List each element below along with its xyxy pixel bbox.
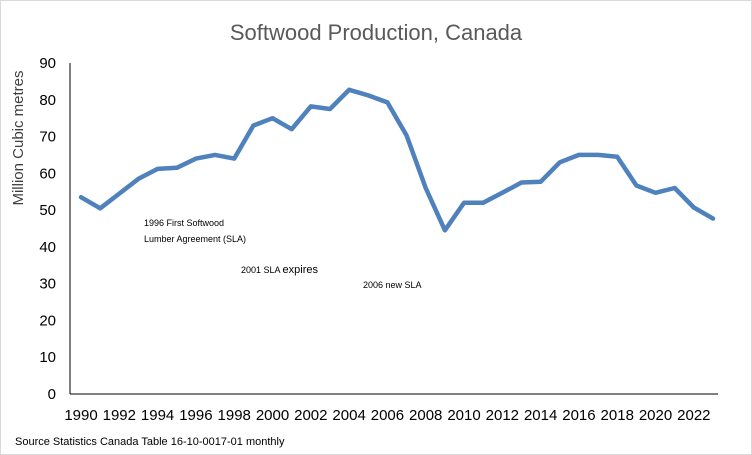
annotation-2006: 2006 new SLA	[363, 280, 422, 290]
y-tick-label: 90	[39, 55, 56, 72]
y-tick-label: 0	[48, 386, 56, 403]
x-tick-label: 2022	[677, 407, 710, 424]
y-tick-label: 40	[39, 239, 56, 256]
series-line	[78, 87, 716, 233]
x-tick-label: 1992	[103, 407, 136, 424]
x-axis-ticks: 1990 1992 1994 1996 1998 2000 2002 2004 2006 2008…	[64, 407, 710, 424]
chart-title: Softwood Production, Canada	[230, 20, 523, 45]
y-tick-label: 80	[39, 92, 56, 109]
annotation-2001-part2: expires	[283, 264, 319, 276]
x-tick-label: 2006	[371, 407, 404, 424]
y-tick-label: 50	[39, 202, 56, 219]
y-tick-label: 10	[39, 349, 56, 366]
y-tick-label: 60	[39, 165, 56, 182]
y-tick-label: 20	[39, 312, 56, 329]
x-tick-label: 2014	[524, 407, 557, 424]
annotation-2001-part1: 2001 SLA	[241, 265, 283, 275]
x-tick-label: 2008	[409, 407, 442, 424]
x-tick-label: 1994	[141, 407, 174, 424]
x-tick-label: 1990	[64, 407, 97, 424]
x-tick-label: 2012	[486, 407, 519, 424]
x-tick-label: 2020	[639, 407, 672, 424]
annotation-2001: 2001 SLA expires	[241, 264, 319, 276]
x-tick-label: 2010	[447, 407, 480, 424]
x-tick-label: 2000	[256, 407, 289, 424]
y-axis-ticks: 0 10 20 30 40 50 60 70 80 90	[39, 55, 56, 403]
x-tick-label: 2016	[562, 407, 595, 424]
x-tick-label: 2002	[294, 407, 327, 424]
x-tick-label: 2004	[332, 407, 365, 424]
x-tick-label: 2018	[601, 407, 634, 424]
x-tick-label: 1998	[218, 407, 251, 424]
source-note: Source Statistics Canada Table 16-10-001…	[15, 436, 285, 448]
y-tick-label: 30	[39, 276, 56, 293]
y-axis-label: Million Cubic metres	[10, 70, 27, 205]
annotation-1996-line1: 1996 First Softwood	[144, 218, 224, 228]
series-layer	[78, 87, 716, 233]
y-tick-label: 70	[39, 129, 56, 146]
x-tick-label: 1996	[179, 407, 212, 424]
annotation-1996-line2: Lumber Agreement (SLA)	[144, 234, 246, 244]
